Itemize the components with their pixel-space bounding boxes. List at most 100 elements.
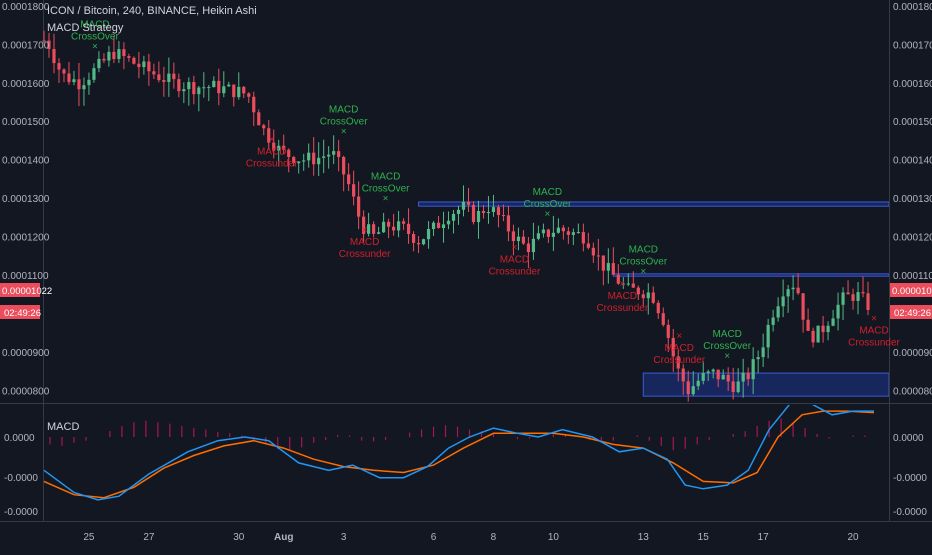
candle-body-10 [92, 68, 96, 80]
candle-body-66 [372, 224, 376, 234]
price-axis-right[interactable]: 0.0001800 0.0001700 0.0001600 0.0001500 0.00… [893, 2, 932, 398]
zone-0 [418, 201, 889, 207]
time-tick-11: 20 [847, 532, 859, 543]
macd-tick-left-0: 0.0000 [4, 433, 35, 444]
signal-line1: MACD [608, 291, 637, 302]
signal-line2: CrossOver [703, 341, 751, 352]
signal-line1: MACD [371, 172, 400, 183]
candle-body-77 [426, 229, 431, 240]
candle-body-64 [362, 216, 366, 234]
candle-body-109 [586, 243, 590, 248]
candle-body-136 [721, 374, 725, 380]
candle-body-31 [197, 87, 201, 95]
candle-body-62 [352, 184, 356, 197]
candle-body-20 [142, 61, 146, 68]
price-tick-right-4: 0.0001400 [893, 156, 932, 167]
price-tick-right-2: 0.0001600 [893, 79, 932, 90]
strategy-label[interactable]: MACD Strategy [47, 22, 124, 34]
candle-body-139 [736, 381, 740, 393]
price-axis-left[interactable]: 0.0001800 0.0001700 0.0001600 0.0001500 0.00… [2, 2, 50, 398]
price-badge-right-value: 0.00001022 [892, 286, 932, 297]
candle-body-126 [671, 337, 675, 357]
candle-body-117 [626, 283, 630, 285]
candle-body-133 [706, 371, 710, 374]
candle-body-83 [456, 209, 461, 214]
candle-body-68 [381, 221, 386, 233]
chart-title[interactable]: ICON / Bitcoin, 240, BINANCE, Heikin Ash… [47, 5, 257, 17]
candle-body-91 [496, 207, 501, 216]
candle-body-79 [436, 222, 441, 229]
signal-line2: CrossOver [524, 199, 572, 210]
macd-line [43, 405, 874, 501]
candle-body-164 [861, 292, 865, 294]
candle-body-35 [217, 80, 221, 94]
signal-line2: Crossunder [339, 249, 391, 260]
macd-indicator-label[interactable]: MACD [47, 421, 79, 433]
candle-body-5 [67, 73, 71, 83]
candle-body-15 [117, 49, 121, 59]
time-tick-2: 30 [233, 532, 245, 543]
candle-body-108 [581, 232, 585, 244]
candle-body-26 [172, 73, 176, 80]
candle-body-98 [531, 238, 536, 253]
signal-line1: MACD [500, 254, 529, 265]
candle-body-4 [62, 69, 66, 74]
signal-line1: MACD [80, 20, 109, 31]
price-tick-left-0: 0.0001800 [2, 2, 50, 13]
price-tick-left-2: 0.0001600 [2, 79, 50, 90]
candle-body-60 [342, 156, 346, 175]
candle-body-33 [207, 87, 211, 89]
macd-pane [43, 405, 875, 501]
candle-body-86 [471, 204, 476, 223]
candle-body-149 [786, 289, 790, 297]
price-tick-left-3: 0.0001500 [2, 117, 50, 128]
candle-body-141 [746, 372, 750, 380]
candle-body-110 [591, 247, 595, 256]
candle-body-17 [127, 56, 131, 58]
candle-body-159 [836, 304, 840, 319]
candle-body-0 [42, 40, 46, 42]
price-tick-left-5: 0.0001300 [2, 194, 50, 205]
candle-body-41 [247, 93, 251, 97]
price-tick-right-3: 0.0001500 [893, 117, 932, 128]
candle-body-121 [646, 292, 650, 299]
candle-body-158 [831, 318, 835, 326]
signal-line1: MACD [665, 343, 694, 354]
price-tick-right-9: 0.0000800 [893, 386, 932, 397]
signal-marker: × [512, 242, 518, 253]
candle-body-137 [726, 374, 730, 382]
candle-body-58 [332, 151, 336, 155]
signal-marker: × [676, 331, 682, 342]
candle-body-40 [242, 86, 246, 94]
time-axis[interactable]: 25 27 30 Aug 3 6 8 10 13 15 17 20 [83, 532, 859, 543]
candle-body-102 [551, 232, 555, 237]
candle-body-155 [816, 325, 820, 343]
candle-body-47 [277, 145, 281, 151]
candle-body-165 [866, 293, 870, 311]
countdown-badge-right: 02:49:26 [894, 308, 931, 319]
candle-body-21 [147, 61, 151, 72]
candle-body-67 [377, 232, 381, 234]
macd-axis-left[interactable]: 0.0000 -0.0000 -0.0000 [4, 433, 38, 518]
price-tick-left-1: 0.0001700 [2, 40, 50, 51]
macd-axis-right[interactable]: 0.0000 -0.0000 -0.0000 [893, 433, 927, 518]
candle-body-130 [691, 386, 695, 395]
candle-body-59 [337, 151, 341, 157]
candle-body-123 [656, 302, 660, 314]
candle-body-162 [851, 294, 855, 301]
signal-line1: MACD [712, 329, 741, 340]
candle-body-48 [282, 145, 286, 150]
macd-tick-right-1: -0.0000 [893, 473, 927, 484]
candle-body-23 [157, 74, 161, 81]
candle-body-32 [202, 87, 206, 89]
candle-body-144 [761, 347, 765, 358]
candle-body-50 [292, 157, 296, 164]
